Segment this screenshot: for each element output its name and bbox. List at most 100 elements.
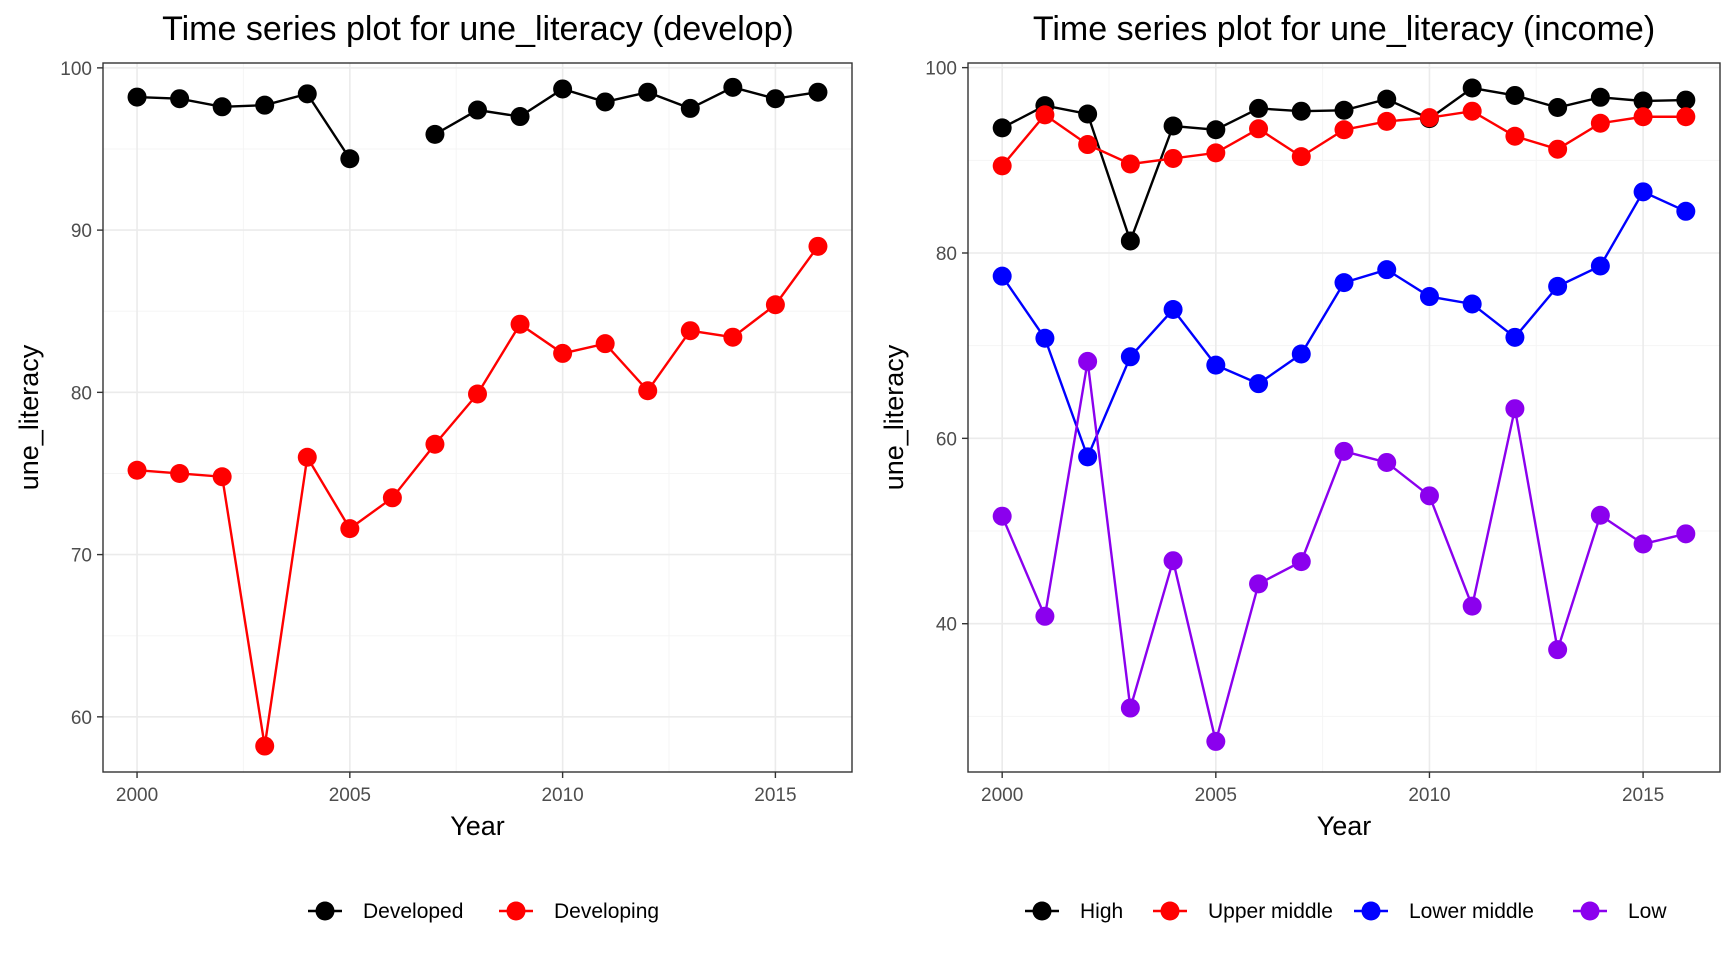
- data-point: [638, 381, 658, 401]
- y-axis-title: une_literacy: [14, 344, 44, 490]
- data-point: [297, 84, 317, 104]
- data-point: [1078, 351, 1098, 371]
- x-tick-label: 2015: [1622, 785, 1664, 806]
- data-point: [1633, 107, 1653, 127]
- data-point: [510, 107, 530, 127]
- legend-label: High: [1080, 900, 1123, 923]
- data-point: [468, 100, 487, 120]
- y-tick-label: 60: [71, 708, 92, 729]
- chart-title: Time series plot for une_literacy (incom…: [1033, 10, 1655, 48]
- chart-title: Time series plot for une_literacy (devel…: [162, 10, 794, 48]
- data-point: [723, 327, 743, 347]
- legend-key-marker: [1580, 901, 1600, 921]
- data-point: [382, 488, 402, 508]
- data-point: [1078, 447, 1098, 467]
- data-point: [992, 156, 1012, 176]
- data-point: [1291, 101, 1311, 121]
- legend-key-marker: [1361, 901, 1381, 921]
- data-point: [1206, 355, 1226, 375]
- data-point: [1249, 98, 1269, 118]
- data-point: [1590, 256, 1610, 276]
- series-line: [434, 86, 819, 136]
- data-point: [255, 95, 275, 115]
- data-point: [170, 89, 190, 109]
- data-point: [553, 343, 573, 363]
- data-point: [1334, 273, 1354, 293]
- data-point: [992, 506, 1012, 526]
- data-point: [1291, 344, 1311, 364]
- x-axis-title: Year: [450, 811, 505, 841]
- data-point: [1334, 120, 1354, 140]
- data-point: [1163, 148, 1183, 168]
- data-point: [808, 82, 828, 102]
- data-point: [1548, 97, 1568, 117]
- x-tick-label: 2000: [116, 785, 158, 806]
- data-point: [638, 82, 658, 102]
- data-point: [1035, 606, 1055, 626]
- data-point: [468, 384, 487, 404]
- data-point: [1291, 147, 1311, 167]
- data-point: [1120, 231, 1140, 251]
- data-point: [510, 314, 530, 334]
- data-point: [1676, 524, 1696, 544]
- data-point: [1419, 287, 1439, 307]
- data-point: [808, 236, 828, 256]
- data-point: [1462, 294, 1482, 314]
- data-point: [1590, 505, 1610, 525]
- data-point: [680, 321, 700, 341]
- data-point: [1249, 119, 1269, 139]
- y-tick-label: 40: [936, 615, 957, 636]
- data-point: [1462, 101, 1482, 121]
- data-point: [1590, 113, 1610, 133]
- data-point: [1163, 551, 1183, 571]
- data-point: [1377, 111, 1397, 131]
- x-tick-label: 2005: [1195, 785, 1237, 806]
- data-point: [1249, 374, 1269, 394]
- data-point: [1633, 534, 1653, 554]
- data-point: [1206, 143, 1226, 163]
- data-point: [1163, 116, 1183, 136]
- x-tick-label: 2015: [754, 785, 796, 806]
- data-point: [1633, 182, 1653, 202]
- data-point: [127, 87, 147, 107]
- data-point: [425, 434, 445, 454]
- x-tick-label: 2010: [541, 785, 583, 806]
- data-point: [1548, 640, 1568, 660]
- data-point: [255, 736, 275, 756]
- data-point: [1676, 201, 1696, 221]
- data-point: [1505, 399, 1525, 419]
- data-point: [425, 124, 445, 144]
- data-point: [723, 77, 743, 97]
- x-axis-title: Year: [1317, 811, 1372, 841]
- x-tick-label: 2005: [329, 785, 371, 806]
- y-tick-label: 80: [936, 244, 957, 265]
- data-point: [1633, 91, 1653, 111]
- data-point: [1334, 441, 1354, 461]
- panel-border: [967, 62, 1721, 773]
- panel-border: [102, 62, 853, 773]
- data-point: [1462, 78, 1482, 98]
- data-point: [595, 334, 615, 354]
- data-point: [1505, 85, 1525, 105]
- legend-label: Lower middle: [1409, 900, 1534, 923]
- data-point: [1120, 698, 1140, 718]
- data-point: [1206, 120, 1226, 140]
- data-point: [1462, 596, 1482, 616]
- data-point: [1377, 452, 1397, 472]
- data-point: [1676, 90, 1696, 110]
- legend-label: Developing: [554, 900, 659, 923]
- data-point: [170, 463, 190, 483]
- y-tick-label: 100: [925, 59, 957, 80]
- data-point: [992, 118, 1012, 138]
- y-tick-label: 100: [60, 59, 92, 80]
- legend-key-marker: [1032, 901, 1052, 921]
- data-point: [1505, 327, 1525, 347]
- data-point: [1035, 328, 1055, 348]
- data-point: [595, 92, 615, 112]
- legend-key-marker: [506, 901, 526, 921]
- data-point: [765, 89, 785, 109]
- data-point: [680, 98, 700, 118]
- data-point: [1206, 731, 1226, 751]
- data-point: [1120, 347, 1140, 367]
